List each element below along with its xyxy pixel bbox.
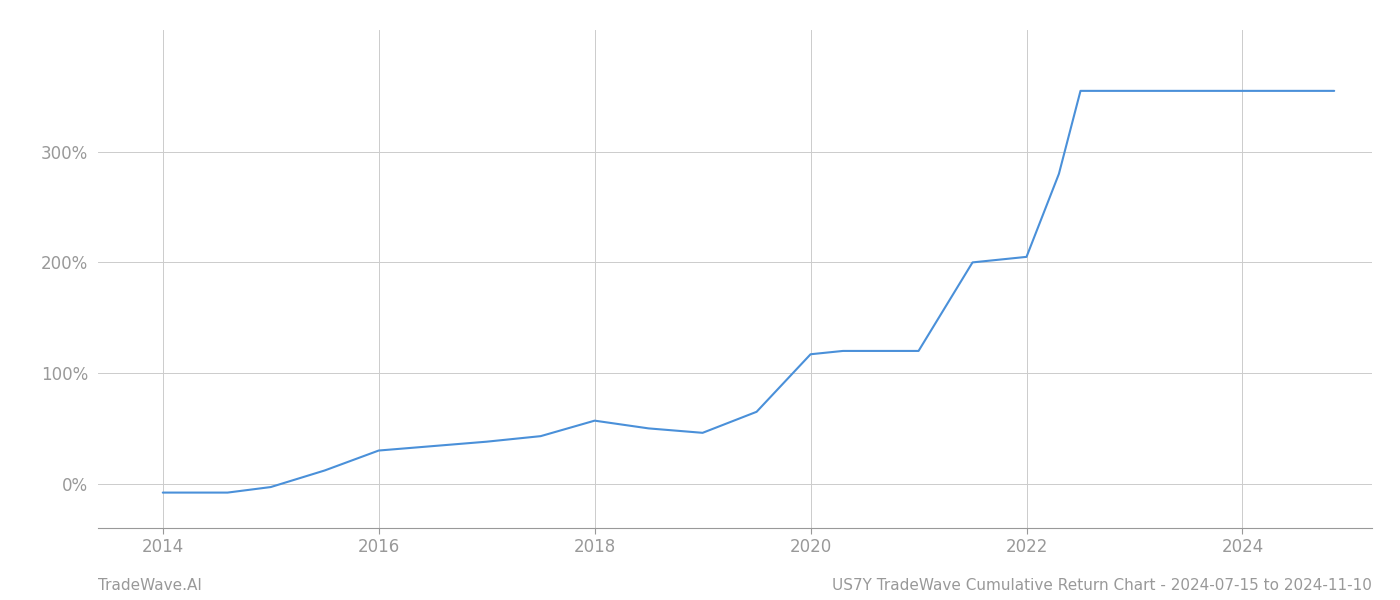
Text: TradeWave.AI: TradeWave.AI bbox=[98, 578, 202, 593]
Text: US7Y TradeWave Cumulative Return Chart - 2024-07-15 to 2024-11-10: US7Y TradeWave Cumulative Return Chart -… bbox=[832, 578, 1372, 593]
